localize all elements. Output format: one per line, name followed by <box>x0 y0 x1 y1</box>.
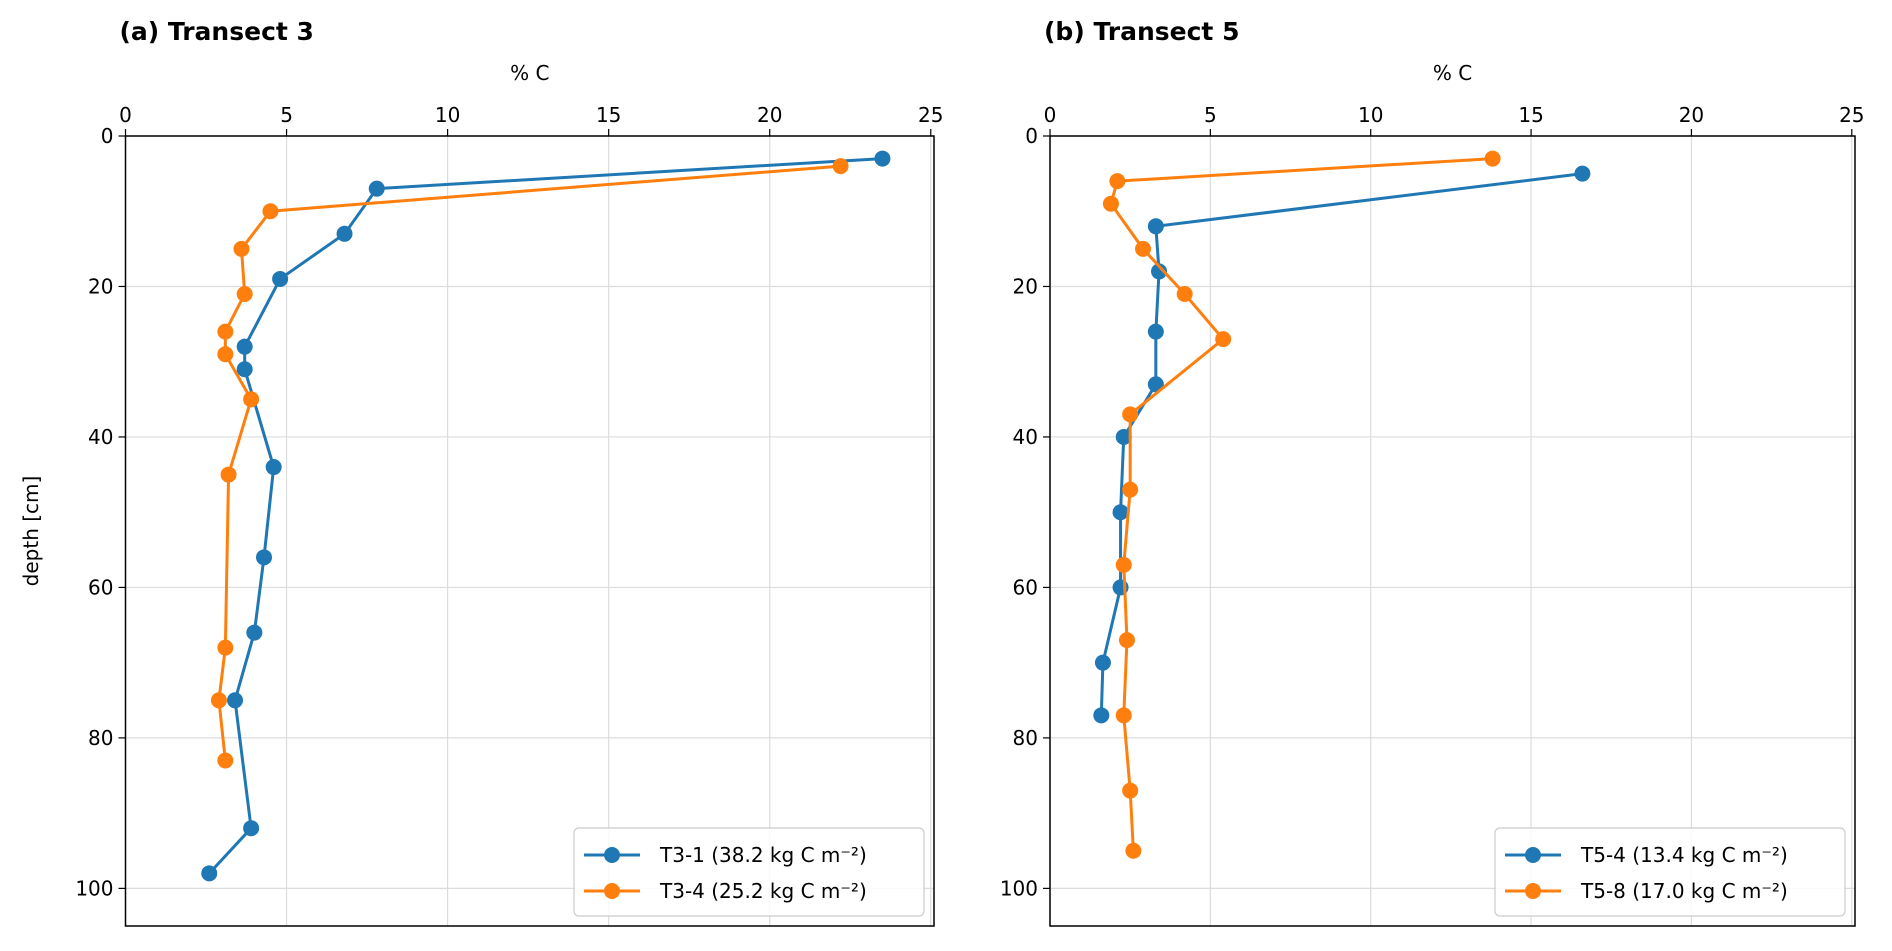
y-tick-label: 20 <box>88 274 113 298</box>
y-axis-label: depth [cm] <box>19 476 43 587</box>
series-line-0 <box>1099 172 1583 716</box>
data-point <box>1147 376 1164 393</box>
data-point <box>233 240 250 257</box>
y-tick-label: 60 <box>1013 575 1038 599</box>
data-point <box>1147 323 1164 340</box>
data-point <box>1147 218 1164 235</box>
panel-0: 0 5 10 15 20 25 0 20 40 60 80 100 (a) Transect 3 % C d… <box>19 17 944 927</box>
data-point <box>246 624 263 641</box>
data-point <box>217 752 234 769</box>
data-point <box>874 150 891 167</box>
data-point <box>265 459 282 476</box>
x-axis-label: % C <box>1433 61 1472 85</box>
x-tick-label: 10 <box>1358 103 1383 127</box>
y-tick-label: 100 <box>1000 876 1038 900</box>
data-point <box>1112 504 1129 521</box>
axes-frame <box>124 135 935 927</box>
data-point <box>272 270 289 287</box>
data-point <box>1574 165 1591 182</box>
y-tick-label: 80 <box>88 726 113 750</box>
y-tick-label: 40 <box>88 425 113 449</box>
chart-title: (b) Transect 5 <box>1044 17 1239 46</box>
x-tick-label: 25 <box>918 103 943 127</box>
y-tick-label: 20 <box>1013 274 1038 298</box>
data-point <box>217 639 234 656</box>
chart-title: (a) Transect 3 <box>120 17 314 46</box>
data-point <box>1176 286 1193 302</box>
data-point <box>336 225 353 242</box>
data-point <box>210 692 227 709</box>
y-tick-label: 0 <box>1025 124 1038 148</box>
x-tick-label: 10 <box>435 103 460 127</box>
legend-marker <box>1525 847 1541 863</box>
data-point <box>1115 428 1132 445</box>
data-point <box>1135 240 1152 257</box>
legend-marker <box>604 883 620 899</box>
data-point <box>236 361 253 378</box>
data-point <box>243 391 260 408</box>
y-tick-label: 0 <box>101 124 114 148</box>
data-point <box>1115 556 1132 573</box>
x-tick-label: 20 <box>757 103 782 127</box>
data-point <box>832 158 849 175</box>
data-point <box>368 180 385 197</box>
y-tick-label: 40 <box>1013 425 1038 449</box>
data-point <box>201 865 218 882</box>
x-tick-label: 25 <box>1839 103 1864 127</box>
legend-marker <box>604 847 620 863</box>
data-point <box>1215 331 1232 348</box>
legend-box <box>1494 827 1846 917</box>
data-point <box>1125 842 1142 859</box>
x-tick-label: 15 <box>1518 103 1543 127</box>
data-point <box>1109 173 1126 190</box>
y-tick-label: 80 <box>1013 726 1038 750</box>
data-point <box>1102 195 1119 212</box>
data-point <box>243 820 260 837</box>
data-point <box>1122 406 1139 423</box>
data-point <box>1484 150 1501 167</box>
data-point <box>1122 481 1139 498</box>
legend-box <box>573 827 925 917</box>
data-point <box>227 692 244 709</box>
data-point <box>236 286 253 302</box>
y-tick-label: 100 <box>75 876 113 900</box>
data-point <box>1122 782 1139 799</box>
series-line-1 <box>1109 157 1493 851</box>
x-tick-label: 15 <box>596 103 621 127</box>
panel-1: 0 5 10 15 20 25 0 20 40 60 80 100 (b) Transect 5 % C T… <box>1000 17 1865 927</box>
data-point <box>1118 632 1135 649</box>
data-point <box>1094 654 1111 671</box>
data-point <box>1115 707 1132 724</box>
x-tick-label: 0 <box>119 103 132 127</box>
legend-label: T5-4 (13.4 kg C m⁻²) <box>1580 843 1788 867</box>
y-tick-label: 60 <box>88 575 113 599</box>
legend-label: T3-1 (38.2 kg C m⁻²) <box>659 843 867 867</box>
data-point <box>262 203 279 220</box>
data-point <box>236 338 253 355</box>
legend-label: T5-8 (17.0 kg C m⁻²) <box>1580 879 1788 903</box>
legend: T3-1 (38.2 kg C m⁻²) T3-4 (25.2 kg C m⁻²) <box>573 827 925 917</box>
x-tick-label: 5 <box>280 103 293 127</box>
series-line-0 <box>208 157 883 875</box>
data-point <box>217 346 234 363</box>
data-point <box>220 466 237 483</box>
axes-frame <box>1049 135 1856 927</box>
data-point <box>256 549 273 566</box>
x-axis-label: % C <box>510 61 549 85</box>
legend-label: T3-4 (25.2 kg C m⁻²) <box>659 879 867 903</box>
x-tick-label: 0 <box>1044 103 1057 127</box>
data-point <box>1093 707 1110 724</box>
legend-marker <box>1525 883 1541 899</box>
data-point <box>217 323 234 340</box>
x-tick-label: 20 <box>1679 103 1704 127</box>
data-point <box>1151 263 1168 280</box>
x-tick-label: 5 <box>1204 103 1217 127</box>
legend: T5-4 (13.4 kg C m⁻²) T5-8 (17.0 kg C m⁻²) <box>1494 827 1846 917</box>
